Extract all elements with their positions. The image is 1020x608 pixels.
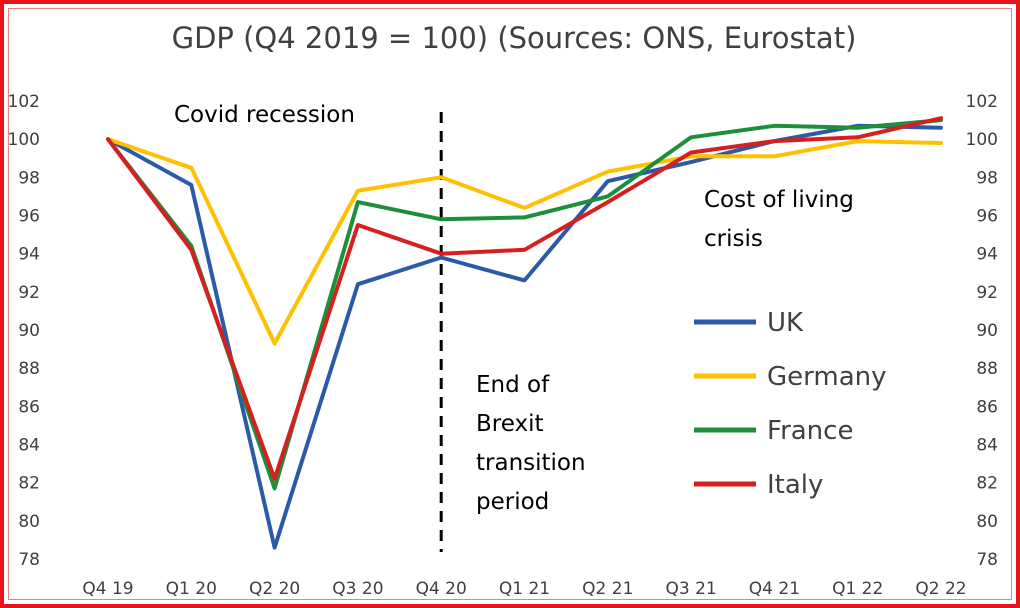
y-tick-left: 86 [18, 397, 40, 417]
y-tick-right: 100 [966, 130, 998, 150]
series-line-uk [106, 123, 943, 550]
x-tick-label: Q1 20 [166, 579, 217, 599]
x-tick-label: Q4 21 [749, 579, 800, 599]
y-tick-right: 102 [966, 92, 998, 112]
series-line-germany [106, 137, 943, 346]
chart-title: GDP (Q4 2019 = 100) (Sources: ONS, Euros… [172, 21, 857, 55]
y-tick-right: 88 [976, 359, 998, 379]
annotations: Covid recession End of Brexit transition per… [174, 102, 854, 515]
y-tick-left: 88 [18, 359, 40, 379]
y-tick-left: 96 [18, 207, 40, 227]
y-tick-right: 92 [976, 283, 998, 303]
x-tick-label: Q2 20 [249, 579, 300, 599]
y-tick-left: 82 [18, 474, 40, 494]
y-tick-left: 94 [18, 245, 40, 265]
x-tick-label: Q3 20 [332, 579, 383, 599]
x-tick-label: Q4 19 [82, 579, 133, 599]
y-tick-right: 78 [976, 550, 998, 570]
annotation-text: crisis [704, 226, 763, 252]
y-tick-left: 84 [18, 436, 40, 456]
y-tick-left: 98 [18, 168, 40, 188]
y-tick-left: 100 [8, 130, 40, 150]
y-tick-left: 102 [8, 92, 40, 112]
y-tick-right: 90 [976, 321, 998, 341]
y-tick-right: 82 [976, 474, 998, 494]
y-tick-right: 98 [976, 168, 998, 188]
legend-label: Italy [767, 470, 823, 500]
annotation-text: period [476, 489, 549, 515]
y-tick-right: 86 [976, 397, 998, 417]
x-tick-label: Q2 22 [915, 579, 966, 599]
y-axis-right: 78 80 82 84 86 88 90 92 94 96 98 100 102 [966, 92, 998, 570]
annotation-text: Covid recession [174, 102, 355, 128]
annotation-text: End of [476, 372, 550, 398]
series-lines [106, 116, 943, 550]
x-tick-label: Q4 20 [416, 579, 467, 599]
y-tick-right: 96 [976, 207, 998, 227]
y-tick-left: 90 [18, 321, 40, 341]
y-tick-right: 80 [976, 512, 998, 532]
x-tick-label: Q1 22 [832, 579, 883, 599]
y-tick-left: 92 [18, 283, 40, 303]
legend-label: France [767, 416, 853, 446]
legend-label: UK [767, 308, 804, 338]
y-tick-right: 84 [976, 436, 998, 456]
y-tick-left: 80 [18, 512, 40, 532]
y-tick-left: 78 [18, 550, 40, 570]
x-tick-label: Q1 21 [499, 579, 550, 599]
legend: UK Germany France Italy [694, 308, 887, 500]
line-chart: GDP (Q4 2019 = 100) (Sources: ONS, Euros… [8, 21, 998, 599]
annotation-text: transition [476, 450, 586, 476]
x-tick-label: Q3 21 [665, 579, 716, 599]
y-tick-right: 94 [976, 245, 998, 265]
x-tick-label: Q2 21 [582, 579, 633, 599]
annotation-text: Cost of living [704, 187, 854, 213]
legend-label: Germany [767, 362, 887, 392]
annotation-text: Brexit [476, 411, 544, 437]
y-axis-left: 78 80 82 84 86 88 90 92 94 96 98 100 102 [8, 92, 40, 570]
series-line-italy [106, 116, 943, 481]
x-axis: Q4 19 Q1 20 Q2 20 Q3 20 Q4 20 Q1 21 Q2 21 Q3 21… [82, 579, 966, 599]
